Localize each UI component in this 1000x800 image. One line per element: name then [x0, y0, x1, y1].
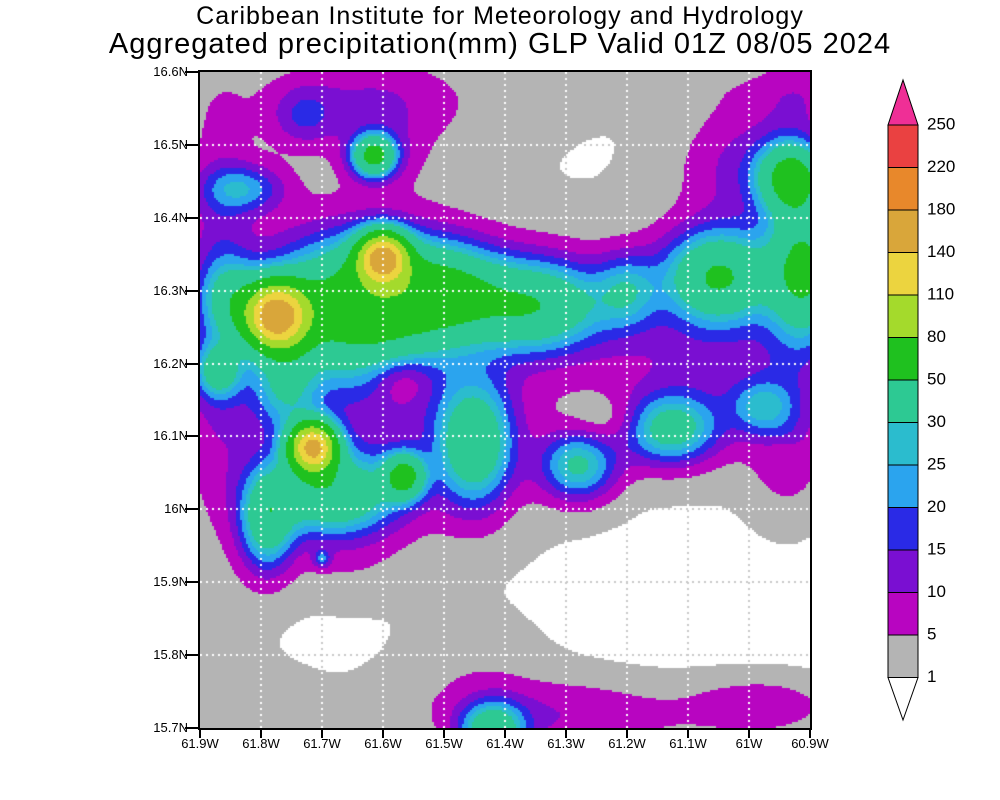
title-institute: Caribbean Institute for Meteorology and … — [196, 2, 804, 30]
lon-tick-label: 61.5W — [425, 736, 463, 751]
colorbar-under-triangle — [887, 677, 919, 722]
lat-tick-label: 16.5N — [153, 136, 188, 152]
colorbar-segment — [887, 252, 919, 296]
colorbar-label: 10 — [927, 582, 946, 601]
lat-tick-label: 15.7N — [153, 720, 188, 735]
lat-tick-label: 16N — [164, 501, 188, 517]
precip-map-canvas — [200, 72, 810, 728]
lat-tick-mark — [185, 727, 198, 729]
lat-tick-mark — [185, 581, 198, 584]
colorbar-segment — [887, 379, 919, 423]
lon-tick-mark — [748, 730, 750, 738]
colorbar-segment — [887, 634, 919, 678]
lat-tick-mark — [185, 362, 198, 365]
colorbar-label: 180 — [927, 199, 955, 218]
precip-colorbar: 250 220 180 140 110 80 50 30 25 20 15 10 5 1 — [887, 78, 955, 722]
lat-tick-mark — [185, 71, 198, 73]
colorbar-label: 50 — [927, 369, 946, 388]
colorbar-segment — [887, 507, 919, 551]
colorbar-segment — [887, 464, 919, 508]
lon-tick-label: 61.1W — [669, 736, 707, 751]
colorbar-label: 30 — [927, 412, 946, 431]
lat-tick-mark — [185, 508, 198, 511]
lat-tick-mark — [185, 435, 198, 438]
colorbar-label: 220 — [927, 157, 955, 176]
lon-tick-mark — [687, 730, 689, 738]
colorbar-segment — [887, 209, 919, 253]
lon-tick-label: 61.2W — [608, 736, 646, 751]
colorbar-segment — [887, 337, 919, 381]
lon-tick-mark — [443, 730, 445, 738]
colorbar-segment — [887, 124, 919, 168]
lat-tick-label: 15.8N — [153, 647, 188, 663]
lon-tick-label: 61.8W — [242, 736, 280, 751]
lon-tick-label: 61W — [735, 736, 763, 751]
lon-tick-label: 61.6W — [364, 736, 402, 751]
colorbar-label: 15 — [927, 539, 946, 558]
lon-tick-mark — [260, 730, 262, 738]
lat-tick-mark — [185, 654, 198, 657]
colorbar-label: 80 — [927, 327, 946, 346]
colorbar-segment — [887, 294, 919, 338]
colorbar-label: 140 — [927, 242, 955, 261]
colorbar-label: 110 — [927, 284, 954, 303]
lat-tick-mark — [185, 216, 198, 219]
lon-tick-label: 60.9W — [791, 736, 829, 751]
lon-tick-label: 61.7W — [303, 736, 341, 751]
lon-tick-mark — [626, 730, 628, 738]
lat-tick-label: 16.3N — [153, 282, 188, 298]
lon-tick-mark — [565, 730, 567, 738]
lat-tick-label: 16.6N — [153, 64, 188, 79]
lon-tick-mark — [321, 730, 323, 738]
lon-tick-label: 61.3W — [547, 736, 585, 751]
title-product: Aggregated precipitation(mm) GLP Valid 0… — [108, 28, 892, 60]
colorbar-label: 250 — [927, 114, 955, 133]
colorbar-segment — [887, 592, 919, 636]
colorbar-segment — [887, 167, 919, 211]
lat-tick-mark — [185, 143, 198, 146]
colorbar-over-triangle — [887, 78, 919, 126]
lat-tick-label: 16.1N — [153, 428, 188, 444]
lon-tick-label: 61.9W — [181, 736, 219, 751]
lat-tick-label: 16.2N — [153, 355, 188, 371]
lon-tick-mark — [382, 730, 384, 738]
map-frame — [198, 70, 812, 730]
colorbar-label: 5 — [927, 624, 936, 643]
lat-tick-label: 16.4N — [153, 209, 188, 225]
lon-tick-mark — [199, 730, 201, 738]
colorbar-label: 1 — [927, 667, 936, 686]
lon-tick-mark — [809, 730, 811, 738]
colorbar-label: 25 — [927, 454, 946, 473]
lon-tick-label: 61.4W — [486, 736, 524, 751]
lat-tick-label: 15.9N — [153, 574, 188, 590]
lon-tick-mark — [504, 730, 506, 738]
colorbar-segment — [887, 549, 919, 593]
colorbar-label: 20 — [927, 497, 946, 516]
lat-tick-mark — [185, 289, 198, 292]
colorbar-segment — [887, 422, 919, 466]
